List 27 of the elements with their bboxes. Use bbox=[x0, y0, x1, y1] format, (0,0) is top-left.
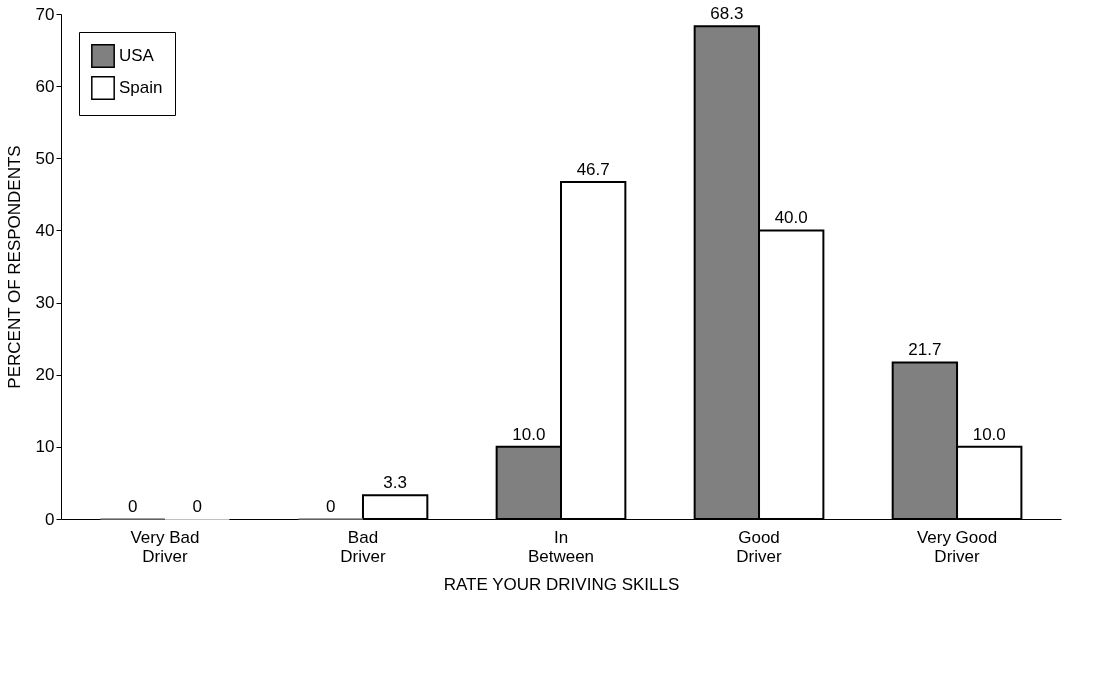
x-tick-label: Good Driver bbox=[736, 527, 783, 566]
data-label: 10.0 bbox=[512, 424, 546, 444]
data-label: 3.3 bbox=[383, 473, 407, 493]
x-axis-title: RATE YOUR DRIVING SKILLS bbox=[443, 574, 680, 594]
data-label: 0 bbox=[128, 497, 138, 516]
data-label: 21.7 bbox=[908, 340, 942, 360]
data-label: 68.3 bbox=[710, 4, 744, 24]
data-label: 0 bbox=[326, 497, 336, 516]
y-tick-label: 30 bbox=[35, 293, 55, 313]
data-label: 10.0 bbox=[972, 424, 1006, 444]
x-tick-label: In Between bbox=[527, 527, 595, 566]
y-tick-label: 60 bbox=[35, 76, 55, 96]
data-label: 46.7 bbox=[576, 160, 610, 180]
y-tick-label: 40 bbox=[35, 220, 55, 240]
legend-label: USA bbox=[119, 46, 155, 65]
data-label: 40.0 bbox=[774, 208, 808, 228]
y-tick-label: 20 bbox=[35, 365, 55, 385]
y-tick-label: 10 bbox=[35, 437, 55, 457]
data-label: 0 bbox=[192, 497, 202, 516]
legend-label: Spain bbox=[119, 78, 163, 97]
y-tick-label: 70 bbox=[35, 4, 55, 24]
x-tick-label: Very Bad Driver bbox=[130, 527, 200, 566]
x-tick-label: Very Good Driver bbox=[916, 527, 998, 566]
y-tick-label: 50 bbox=[35, 148, 55, 168]
y-axis-title: PERCENT OF RESPONDENTS bbox=[4, 145, 24, 389]
x-tick-label: Bad Driver bbox=[340, 527, 386, 566]
y-tick-label: 0 bbox=[45, 509, 55, 529]
